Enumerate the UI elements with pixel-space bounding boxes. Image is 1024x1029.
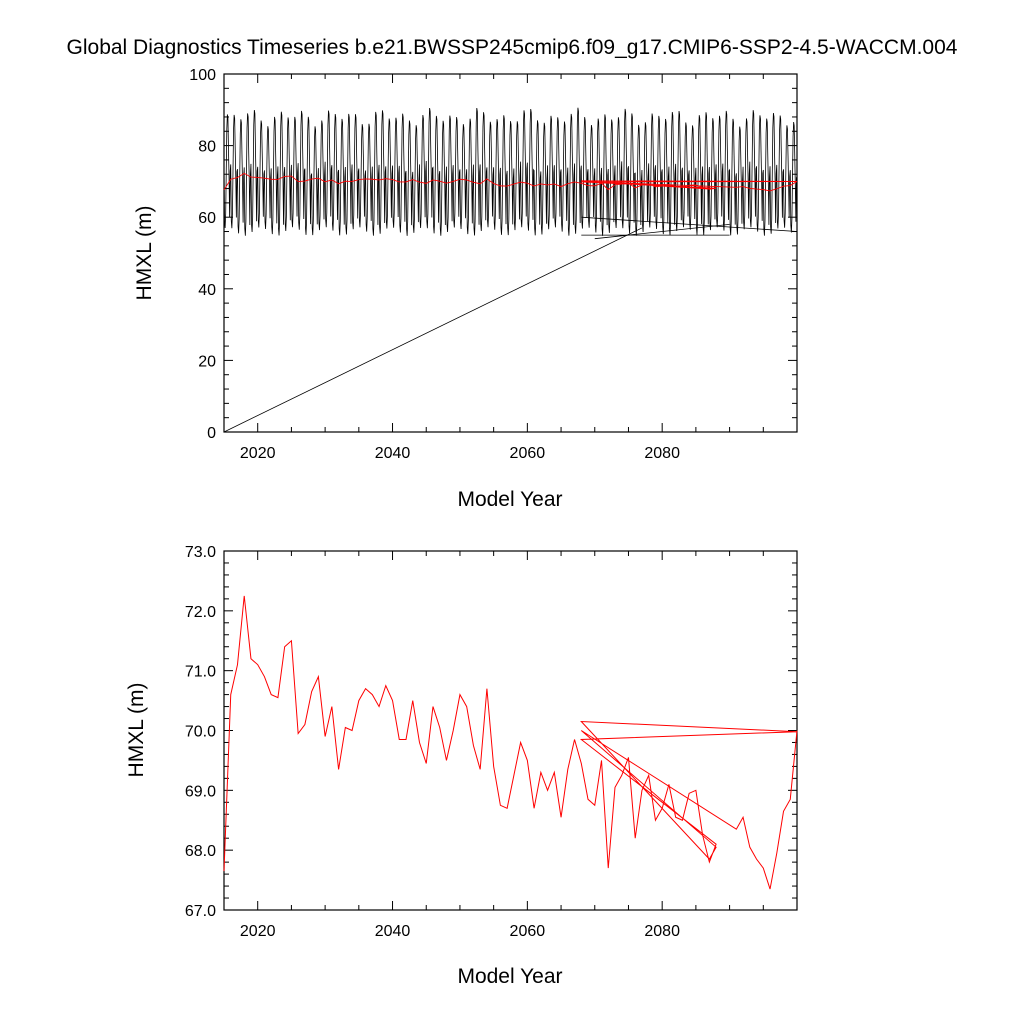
monthly-series-segment xyxy=(581,216,798,232)
top-y-tick-label: 20 xyxy=(198,353,216,370)
top-series-group xyxy=(223,107,798,433)
bottom-x-axis-title: Model Year xyxy=(457,965,562,988)
bottom-x-tick-label: 2020 xyxy=(240,923,276,940)
top-x-tick-label: 2020 xyxy=(240,445,276,462)
bottom-y-tick-label: 69.0 xyxy=(185,783,216,800)
top-x-tick-label: 2080 xyxy=(644,445,680,462)
bottom-series-group xyxy=(223,595,798,890)
bottom-y-tick-label: 72.0 xyxy=(185,604,216,621)
bottom-panel: 67.0 68.0 69.0 70.0 71.0 72.0 73.0 2020 2040 2060… xyxy=(125,544,798,988)
top-y-tick-label: 80 xyxy=(198,139,216,156)
bottom-x-tick-label: 2080 xyxy=(644,923,680,940)
chart-title: Global Diagnostics Timeseries b.e21.BWSS… xyxy=(67,36,958,59)
bottom-y-axis-title: HMXL (m) xyxy=(125,683,148,778)
bottom-axis-ticks: 67.0 68.0 69.0 70.0 71.0 72.0 73.0 2020 2040 2060… xyxy=(185,544,798,940)
bottom-x-tick-label: 2060 xyxy=(510,923,546,940)
monthly-series-segment xyxy=(594,223,730,240)
top-y-tick-label: 100 xyxy=(189,67,216,84)
monthly-series-segment xyxy=(223,227,643,433)
top-x-tick-label: 2060 xyxy=(510,445,546,462)
bottom-y-tick-label: 70.0 xyxy=(185,724,216,741)
top-x-axis-title: Model Year xyxy=(457,488,562,511)
top-y-tick-label: 40 xyxy=(198,282,216,299)
top-y-axis-title: HMXL (m) xyxy=(133,206,156,301)
bottom-y-tick-label: 68.0 xyxy=(185,843,216,860)
monthly-series-line xyxy=(223,107,797,236)
bottom-y-tick-label: 73.0 xyxy=(185,544,216,561)
annual-mean-series-line xyxy=(223,172,798,192)
top-x-tick-label: 2040 xyxy=(375,445,411,462)
bottom-y-tick-label: 67.0 xyxy=(185,903,216,920)
bottom-x-tick-label: 2040 xyxy=(375,923,411,940)
top-y-tick-label: 0 xyxy=(207,425,216,442)
top-y-tick-label: 60 xyxy=(198,210,216,227)
annual-mean-series-line xyxy=(223,595,798,890)
top-plot-frame xyxy=(223,73,798,433)
bottom-y-tick-label: 71.0 xyxy=(185,664,216,681)
